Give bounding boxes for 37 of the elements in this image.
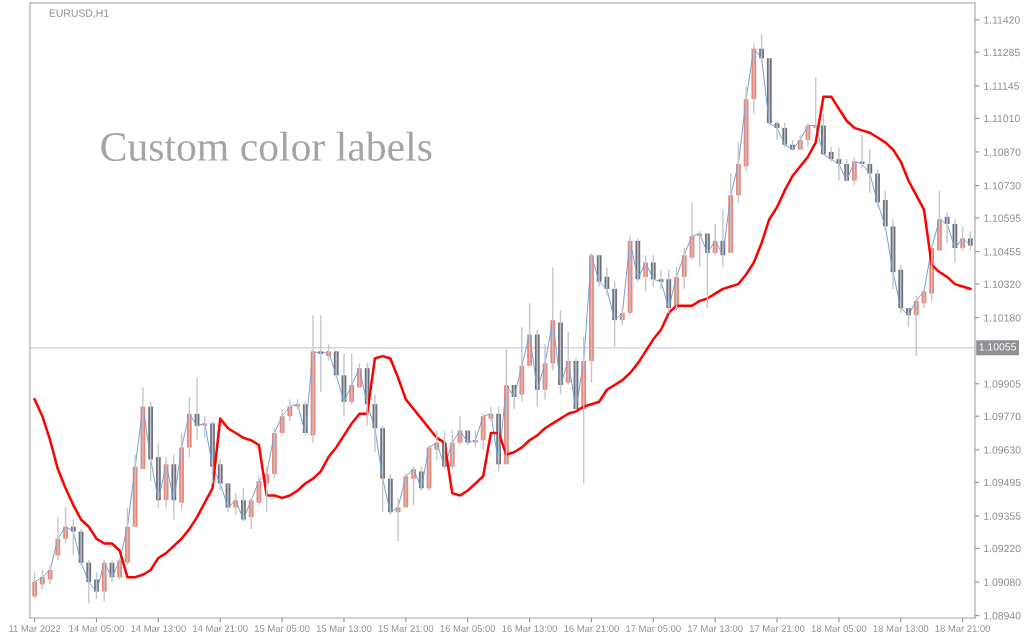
y-tick-label: 1.09355 (984, 512, 1021, 520)
x-tick-label: 14 Mar 13:00 (131, 625, 186, 632)
ref-line-label: 1.10055 (979, 343, 1016, 351)
y-tick-label: 1.11420 (984, 16, 1020, 24)
y-tick-label: 1.09495 (984, 478, 1021, 487)
y-tick-label: 1.11010 (984, 114, 1020, 123)
y-tick-label: 1.11145 (984, 82, 1020, 90)
y-tick-label: 1.08940 (984, 612, 1021, 620)
x-tick-label: 17 Mar 13:00 (688, 625, 743, 632)
x-tick-label: 11 Mar 2022 (9, 625, 61, 632)
x-tick-label: 14 Mar 21:00 (193, 625, 248, 632)
x-tick-label: 16 Mar 21:00 (564, 625, 619, 632)
x-tick-label: 16 Mar 05:00 (440, 625, 496, 632)
y-tick-label: 1.10455 (984, 248, 1021, 256)
x-tick-label: 17 Mar 05:00 (626, 625, 681, 632)
x-tick-label: 18 Mar 05:00 (811, 625, 867, 632)
annotation: Custom color labels (101, 131, 432, 162)
x-tick-label: 14 Mar 05:00 (69, 625, 124, 632)
x-tick-label: 16 Mar 13:00 (502, 625, 558, 632)
x-tick-label: 15 Mar 13:00 (316, 625, 372, 632)
y-tick-label: 1.09080 (984, 578, 1021, 586)
y-tick-label: 1.10320 (984, 280, 1021, 288)
y-tick-label: 1.10180 (984, 314, 1021, 322)
x-tick-label: 15 Mar 05:00 (255, 625, 310, 632)
y-tick-label: 1.10870 (984, 148, 1021, 156)
text: EURUSD,H1 (49, 9, 109, 19)
y-tick-label: 1.10595 (984, 214, 1021, 222)
y-tick-label: 1.11285 (984, 48, 1020, 57)
y-tick-label: 1.09770 (984, 412, 1021, 421)
y-tick-label: 1.09905 (984, 380, 1021, 388)
x-tick-label: 15 Mar 21:00 (378, 625, 434, 632)
x-tick-label: 18 Mar 13:00 (873, 625, 929, 632)
y-tick-label: 1.09630 (984, 446, 1021, 454)
x-tick-label: 17 Mar 21:00 (749, 625, 805, 632)
y-tick-label: 1.10730 (984, 182, 1021, 190)
y-tick-label: 1.09220 (984, 544, 1021, 553)
x-tick-label: 18 Mar 21:00 (935, 625, 991, 632)
